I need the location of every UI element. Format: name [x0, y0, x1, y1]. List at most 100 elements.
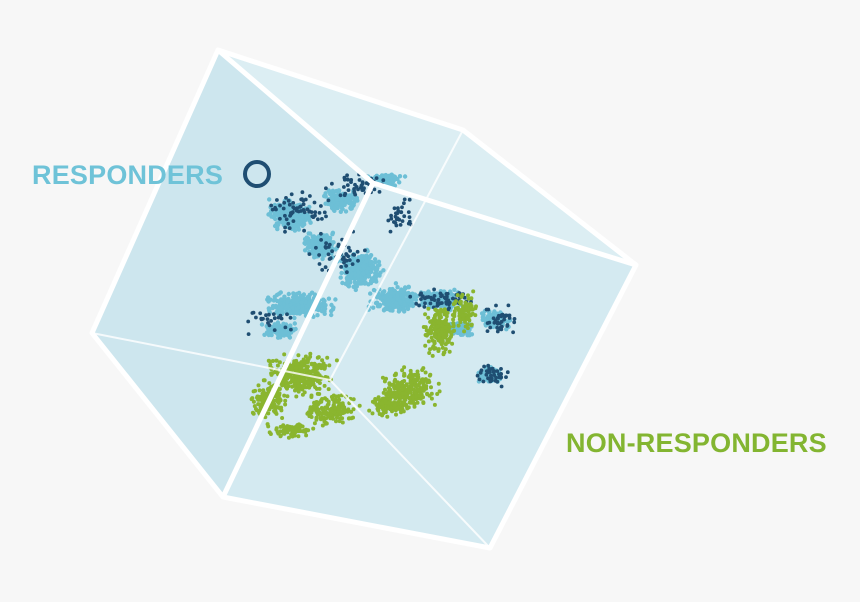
responder-point	[360, 188, 365, 193]
non-responder-point	[426, 378, 431, 383]
non-responder-point	[432, 332, 437, 336]
responder-point	[440, 293, 444, 298]
responder-point	[402, 174, 408, 179]
responder-point	[307, 231, 313, 236]
non-responder-point	[451, 329, 455, 334]
responder-point	[346, 261, 352, 266]
non-responder-point	[278, 424, 283, 429]
responder-point	[323, 265, 328, 270]
responder-point	[422, 305, 427, 309]
responder-point	[435, 301, 440, 305]
non-responders-label: NON-RESPONDERS	[566, 428, 827, 458]
cube-front-edge	[220, 181, 376, 499]
responder-point	[507, 313, 512, 318]
responder-point	[346, 245, 351, 250]
non-responder-point	[357, 403, 362, 408]
non-responder-point	[334, 358, 339, 363]
responder-point	[269, 203, 274, 208]
non-responder-point	[448, 334, 453, 339]
responder-point	[402, 302, 407, 307]
non-responder-point	[428, 325, 433, 330]
responder-point	[384, 303, 389, 308]
non-responder-point	[383, 399, 388, 403]
non-responder-point	[300, 377, 305, 382]
responder-point	[300, 190, 305, 195]
responder-point	[363, 248, 367, 253]
responder-point	[267, 308, 272, 313]
responder-point	[389, 213, 393, 218]
non-responder-point	[312, 421, 317, 426]
non-responder-point	[268, 359, 273, 364]
responder-point	[319, 204, 323, 208]
responder-point	[353, 287, 358, 293]
responder-point	[370, 278, 376, 284]
responder-point	[363, 280, 368, 285]
non-responder-point	[474, 304, 478, 309]
non-responder-point	[307, 385, 312, 390]
responder-point	[402, 201, 406, 206]
non-responder-point	[326, 387, 331, 392]
non-responder-point	[413, 390, 418, 395]
responder-point	[292, 228, 298, 233]
responder-point	[340, 280, 345, 286]
non-responder-point	[251, 399, 256, 404]
non-responder-point	[429, 396, 434, 401]
responder-point	[349, 272, 355, 277]
non-responder-point	[303, 367, 308, 372]
responder-point	[279, 297, 284, 302]
responder-point	[286, 291, 291, 297]
non-responder-point	[367, 408, 372, 413]
non-responder-point	[425, 391, 430, 396]
responder-point	[356, 258, 360, 263]
responder-point	[493, 378, 498, 383]
non-responder-point	[290, 427, 295, 432]
responder-point	[278, 216, 282, 221]
responder-point	[284, 196, 288, 200]
responder-point	[462, 295, 467, 300]
responder-point	[372, 257, 378, 262]
responder-point	[324, 186, 328, 191]
responder-point	[326, 188, 331, 193]
non-responder-point	[309, 395, 314, 399]
non-responder-point	[435, 324, 440, 329]
responder-point	[343, 191, 348, 196]
non-responder-point	[382, 379, 387, 384]
responder-point	[367, 254, 372, 259]
non-responder-point	[323, 405, 328, 410]
responder-point	[400, 288, 405, 294]
responder-point	[326, 198, 331, 203]
non-responder-point	[320, 423, 325, 428]
responder-point	[371, 305, 376, 310]
responder-point	[289, 327, 293, 332]
non-responder-point	[266, 411, 271, 416]
non-responder-point	[322, 366, 327, 371]
non-responder-point	[433, 307, 438, 312]
non-responder-point	[280, 383, 285, 388]
responder-point	[285, 208, 290, 214]
responder-point	[395, 216, 400, 221]
non-responder-point	[469, 323, 474, 328]
responder-point	[381, 178, 386, 183]
non-responder-point	[269, 384, 274, 389]
non-responder-point	[400, 391, 405, 396]
non-responder-point	[320, 358, 325, 363]
non-responder-point	[302, 362, 307, 367]
responder-point	[319, 238, 323, 242]
non-responder-point	[294, 358, 299, 363]
non-responder-point	[304, 433, 309, 438]
non-responder-point	[317, 381, 322, 385]
non-responder-point	[274, 392, 279, 397]
non-responder-point	[340, 420, 345, 425]
responder-point	[310, 214, 315, 219]
non-responder-point	[387, 382, 392, 387]
non-responder-point	[274, 358, 279, 363]
responder-point	[494, 375, 498, 380]
non-responder-point	[466, 293, 470, 298]
responder-point	[401, 296, 407, 301]
non-responder-point	[308, 351, 313, 356]
responder-point	[347, 258, 352, 262]
non-responder-point	[346, 407, 351, 412]
responder-point	[484, 307, 489, 312]
responder-point	[395, 285, 400, 290]
cube-left-face	[92, 50, 373, 497]
